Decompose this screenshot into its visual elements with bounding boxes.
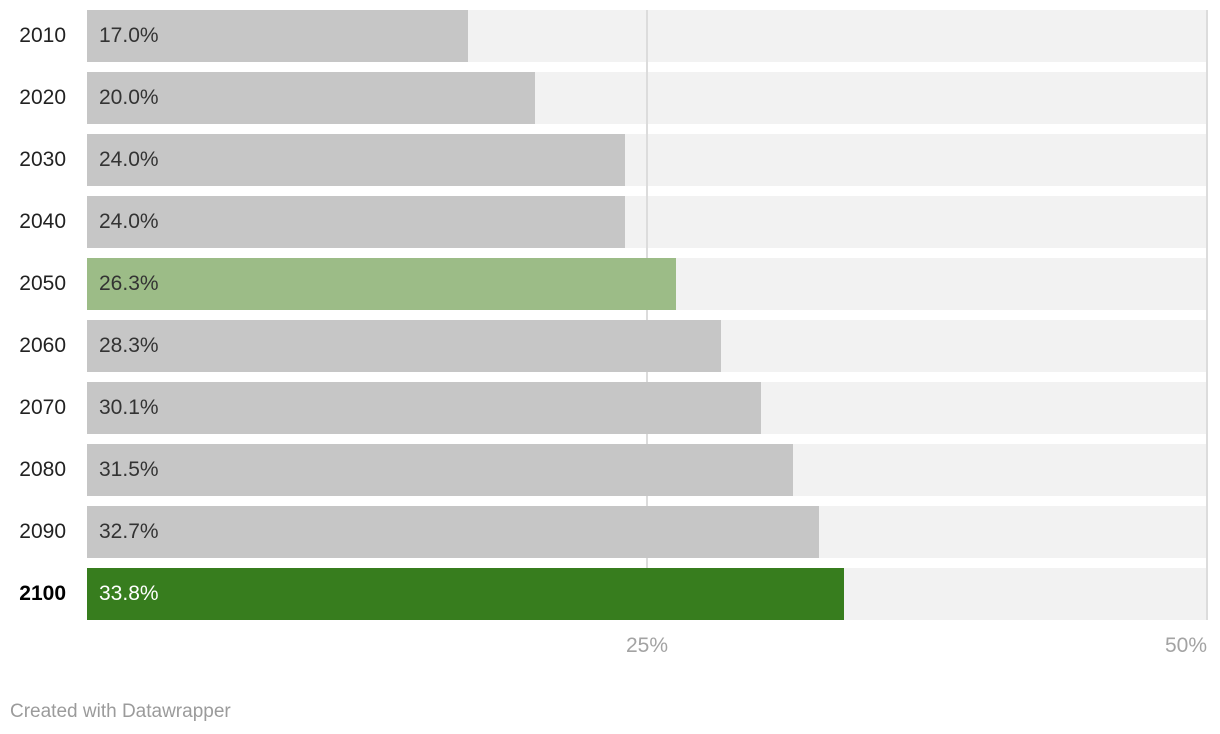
chart-row: 2090 32.7% (0, 506, 1220, 558)
bar-track: 20.0% (87, 72, 1207, 124)
bar: 31.5% (87, 444, 793, 496)
category-label: 2080 (19, 458, 66, 481)
bar: 24.0% (87, 134, 625, 186)
chart-row: 2100 33.8% (0, 568, 1220, 620)
plot-area: 2010 17.0% 2020 20.0% 2030 24.0% 2040 (0, 10, 1220, 620)
chart-row: 2070 30.1% (0, 382, 1220, 434)
x-axis-tick-label: 50% (1164, 634, 1207, 657)
category-label: 2060 (19, 334, 66, 357)
value-label: 26.3% (99, 272, 159, 295)
bar: 30.1% (87, 382, 762, 434)
category-label: 2070 (19, 396, 66, 419)
bar-track: 28.3% (87, 320, 1207, 372)
chart-row: 2030 24.0% (0, 134, 1220, 186)
bar: 28.3% (87, 320, 721, 372)
value-label: 20.0% (99, 86, 159, 109)
label-gap (66, 72, 87, 124)
bar: 33.8% (87, 568, 845, 620)
value-label: 32.7% (99, 520, 159, 543)
label-gap (66, 444, 87, 496)
category-label: 2020 (19, 86, 66, 109)
x-axis: 25% 50% (87, 634, 1207, 662)
value-label: 17.0% (99, 24, 159, 47)
label-gap (66, 134, 87, 186)
bar-track: 31.5% (87, 444, 1207, 496)
value-label: 24.0% (99, 148, 159, 171)
category-label: 2030 (19, 148, 66, 171)
category-label: 2010 (19, 24, 66, 47)
value-label: 28.3% (99, 334, 159, 357)
bar: 32.7% (87, 506, 820, 558)
bar-track: 17.0% (87, 10, 1207, 62)
datawrapper-credit: Created with Datawrapper (10, 701, 231, 722)
chart-row: 2010 17.0% (0, 10, 1220, 62)
bar: 17.0% (87, 10, 468, 62)
bar-track: 32.7% (87, 506, 1207, 558)
value-label: 33.8% (99, 582, 159, 605)
label-gap (66, 258, 87, 310)
label-gap (66, 506, 87, 558)
bar-track: 33.8% (87, 568, 1207, 620)
x-axis-tick-label: 25% (625, 634, 669, 657)
label-gap (66, 196, 87, 248)
category-label: 2100 (19, 582, 66, 605)
chart-row: 2050 26.3% (0, 258, 1220, 310)
bar-track: 24.0% (87, 134, 1207, 186)
label-gap (66, 568, 87, 620)
chart-row: 2060 28.3% (0, 320, 1220, 372)
chart-row: 2020 20.0% (0, 72, 1220, 124)
bar-rows: 2010 17.0% 2020 20.0% 2030 24.0% 2040 (0, 10, 1220, 620)
bar-track: 26.3% (87, 258, 1207, 310)
bar: 20.0% (87, 72, 535, 124)
chart-row: 2080 31.5% (0, 444, 1220, 496)
label-gap (66, 382, 87, 434)
category-label: 2090 (19, 520, 66, 543)
value-label: 31.5% (99, 458, 159, 481)
value-label: 30.1% (99, 396, 159, 419)
label-gap (66, 10, 87, 62)
category-label: 2040 (19, 210, 66, 233)
bar-track: 30.1% (87, 382, 1207, 434)
value-label: 24.0% (99, 210, 159, 233)
bar-track: 24.0% (87, 196, 1207, 248)
label-gap (66, 320, 87, 372)
chart-row: 2040 24.0% (0, 196, 1220, 248)
bar: 26.3% (87, 258, 677, 310)
bar: 24.0% (87, 196, 625, 248)
category-label: 2050 (19, 272, 66, 295)
